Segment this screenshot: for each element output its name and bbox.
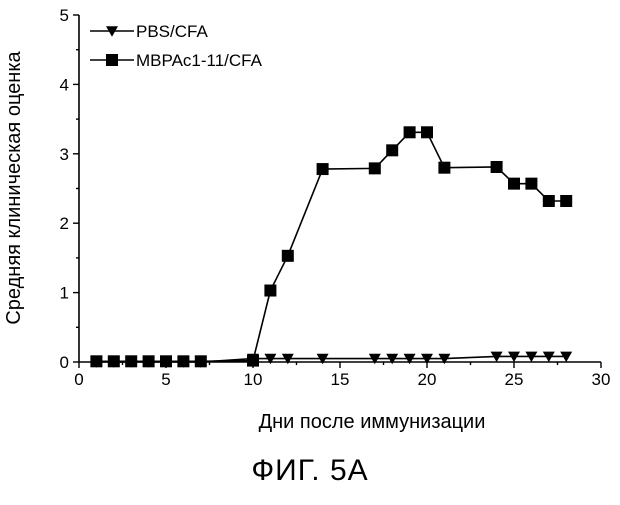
x-tick-label: 25 [505, 370, 524, 389]
data-point [369, 162, 381, 174]
legend-label: MBPAc1-11/CFA [136, 51, 263, 70]
data-point [108, 355, 120, 367]
series-group [90, 126, 572, 367]
legend-entry: MBPAc1-11/CFA [90, 51, 263, 70]
legend-label: PBS/CFA [136, 22, 208, 41]
x-tick-label: 15 [331, 370, 350, 389]
data-point [282, 250, 294, 262]
data-point [543, 195, 555, 207]
legend-marker [106, 54, 118, 66]
y-axis-title: Средняя клиническая оценка [3, 50, 25, 324]
data-point [491, 161, 503, 173]
data-point [438, 162, 450, 174]
data-point [177, 355, 189, 367]
series-squares [90, 126, 572, 367]
x-tick-label: 10 [244, 370, 263, 389]
x-tick-label: 20 [418, 370, 437, 389]
y-tick-label: 2 [60, 214, 69, 233]
x-tick-label: 30 [592, 370, 611, 389]
data-point [195, 355, 207, 367]
y-tick-label: 3 [60, 145, 69, 164]
y-tick-label: 0 [60, 353, 69, 372]
data-point [525, 178, 537, 190]
x-tick-label: 5 [161, 370, 170, 389]
data-point [247, 355, 259, 367]
y-tick-label: 1 [60, 284, 69, 303]
x-axis-title: Дни после иммунизации [259, 411, 486, 433]
y-tick-label: 4 [60, 75, 69, 94]
legend-entry: PBS/CFA [90, 22, 208, 41]
data-point [386, 144, 398, 156]
x-tick-label: 0 [74, 370, 83, 389]
data-point [560, 195, 572, 207]
data-point [143, 355, 155, 367]
data-point [317, 163, 329, 175]
data-point [421, 126, 433, 138]
data-point [508, 178, 520, 190]
y-tick-label: 5 [60, 6, 69, 25]
data-point [90, 355, 102, 367]
legend: PBS/CFA MBPAc1-11/CFA [90, 22, 263, 70]
data-point [125, 355, 137, 367]
data-point [264, 285, 276, 297]
figure-caption: ФИГ. 5А [0, 454, 620, 488]
data-point [160, 355, 172, 367]
data-point [404, 126, 416, 138]
